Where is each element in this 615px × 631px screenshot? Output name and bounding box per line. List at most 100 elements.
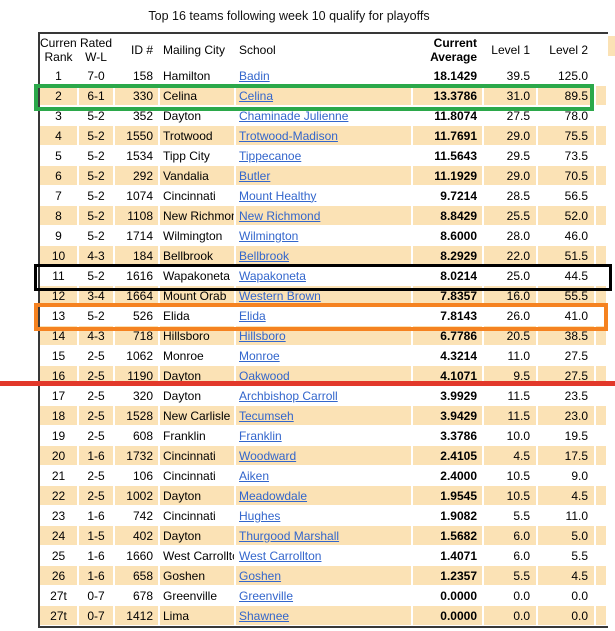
school-link[interactable]: Trotwood-Madison xyxy=(239,128,338,143)
school-link[interactable]: New Richmond xyxy=(239,208,321,223)
school-link[interactable]: Hillsboro xyxy=(239,328,286,343)
spacer-cell xyxy=(595,425,608,446)
table-header: Current Rank Rated W-L ID # Mailing City… xyxy=(40,34,608,66)
rank-cell: 1 xyxy=(40,65,79,86)
id-cell: 1660 xyxy=(114,545,160,566)
id-cell: 1002 xyxy=(114,485,160,506)
average-cell: 0.0000 xyxy=(412,605,484,626)
average-cell: 1.2357 xyxy=(412,565,484,586)
school-link[interactable]: Oakwood xyxy=(239,368,290,383)
average-cell: 8.2929 xyxy=(412,245,484,266)
city-cell: Monroe xyxy=(159,345,236,366)
average-cell: 6.7786 xyxy=(412,325,484,346)
spacer-cell xyxy=(595,545,608,566)
school-link[interactable]: Hughes xyxy=(239,508,281,523)
school-link[interactable]: Elida xyxy=(239,308,266,323)
level1-cell: 6.0 xyxy=(483,525,538,546)
rank-cell: 17 xyxy=(40,385,79,406)
ratings-table: Current Rank Rated W-L ID # Mailing City… xyxy=(40,34,608,626)
spacer-cell xyxy=(595,165,608,186)
school-link[interactable]: Wilmington xyxy=(239,228,299,243)
school-link[interactable]: Badin xyxy=(239,68,270,83)
id-cell: 402 xyxy=(114,525,160,546)
table-row: 22 2-5 1002 Dayton Meadowdale 1.9545 10.… xyxy=(40,485,608,506)
table-row: 23 1-6 742 Cincinnati Hughes 1.9082 5.5 … xyxy=(40,505,608,526)
col-header-id: ID # xyxy=(114,34,160,66)
record-cell: 4-3 xyxy=(78,325,115,346)
school-link[interactable]: Tippecanoe xyxy=(239,148,302,163)
record-cell: 5-2 xyxy=(78,145,115,166)
average-cell: 3.9429 xyxy=(412,405,484,426)
school-link[interactable]: West Carrollton xyxy=(239,548,322,563)
table-row: 24 1-5 402 Dayton Thurgood Marshall 1.56… xyxy=(40,525,608,546)
level1-cell: 26.0 xyxy=(483,305,538,326)
school-link[interactable]: Mount Healthy xyxy=(239,188,317,203)
table-row: 17 2-5 320 Dayton Archbishop Carroll 3.9… xyxy=(40,385,608,406)
record-cell: 5-2 xyxy=(78,225,115,246)
id-cell: 742 xyxy=(114,505,160,526)
school-link[interactable]: Meadowdale xyxy=(239,488,308,503)
id-cell: 1190 xyxy=(114,365,160,386)
level1-cell: 29.0 xyxy=(483,165,538,186)
level2-cell: 27.5 xyxy=(537,345,596,366)
average-cell: 7.8357 xyxy=(412,285,484,306)
table-row: 27t 0-7 678 Greenville Greenville 0.0000… xyxy=(40,585,608,606)
level2-cell: 5.5 xyxy=(537,545,596,566)
level2-cell: 73.5 xyxy=(537,145,596,166)
school-link[interactable]: Monroe xyxy=(239,348,280,363)
school-link[interactable]: Shawnee xyxy=(239,608,290,623)
rank-cell: 4 xyxy=(40,125,79,146)
level2-cell: 125.0 xyxy=(537,65,596,86)
school-cell: Tippecanoe xyxy=(235,145,413,166)
school-link[interactable]: Chaminade Julienne xyxy=(239,108,349,123)
average-cell: 1.4071 xyxy=(412,545,484,566)
level2-cell: 44.5 xyxy=(537,265,596,286)
school-link[interactable]: Tecumseh xyxy=(239,408,294,423)
city-cell: Dayton xyxy=(159,525,236,546)
average-cell: 11.5643 xyxy=(412,145,484,166)
table-row: 14 4-3 718 Hillsboro Hillsboro 6.7786 20… xyxy=(40,325,608,346)
school-link[interactable]: Wapakoneta xyxy=(239,268,306,283)
city-cell: Greenville xyxy=(159,585,236,606)
school-link[interactable]: Woodward xyxy=(239,448,297,463)
city-cell: Wapakoneta xyxy=(159,265,236,286)
record-cell: 1-5 xyxy=(78,525,115,546)
rank-cell: 18 xyxy=(40,405,79,426)
rank-cell: 24 xyxy=(40,525,79,546)
average-cell: 8.8429 xyxy=(412,205,484,226)
spacer-cell xyxy=(595,65,608,86)
school-cell: Elida xyxy=(235,305,413,326)
rank-cell: 20 xyxy=(40,445,79,466)
school-link[interactable]: Thurgood Marshall xyxy=(239,528,340,543)
school-cell: New Richmond xyxy=(235,205,413,226)
id-cell: 658 xyxy=(114,565,160,586)
record-cell: 5-2 xyxy=(78,205,115,226)
school-link[interactable]: Aiken xyxy=(239,468,270,483)
average-cell: 8.0214 xyxy=(412,265,484,286)
level2-cell: 4.5 xyxy=(537,565,596,586)
level1-cell: 28.5 xyxy=(483,185,538,206)
level1-cell: 5.5 xyxy=(483,505,538,526)
school-link[interactable]: Butler xyxy=(239,168,271,183)
spacer-cell xyxy=(595,585,608,606)
school-link[interactable]: Goshen xyxy=(239,568,282,583)
level2-cell: 52.0 xyxy=(537,205,596,226)
record-cell: 0-7 xyxy=(78,585,115,606)
record-cell: 5-2 xyxy=(78,125,115,146)
rank-cell: 26 xyxy=(40,565,79,586)
level2-cell: 11.0 xyxy=(537,505,596,526)
school-link[interactable]: Franklin xyxy=(239,428,282,443)
spacer-cell xyxy=(595,525,608,546)
school-link[interactable]: Archbishop Carroll xyxy=(239,388,338,403)
average-cell: 8.6000 xyxy=(412,225,484,246)
school-link[interactable]: Western Brown xyxy=(239,288,321,303)
table-row: 11 5-2 1616 Wapakoneta Wapakoneta 8.0214… xyxy=(40,265,608,286)
school-cell: Chaminade Julienne xyxy=(235,105,413,126)
school-link[interactable]: Celina xyxy=(239,88,274,103)
rank-cell: 14 xyxy=(40,325,79,346)
id-cell: 158 xyxy=(114,65,160,86)
school-link[interactable]: Bellbrook xyxy=(239,248,290,263)
school-link[interactable]: Greenville xyxy=(239,588,294,603)
city-cell: Cincinnati xyxy=(159,445,236,466)
table-body: 1 7-0 158 Hamilton Badin 18.1429 39.5 12… xyxy=(40,65,608,626)
